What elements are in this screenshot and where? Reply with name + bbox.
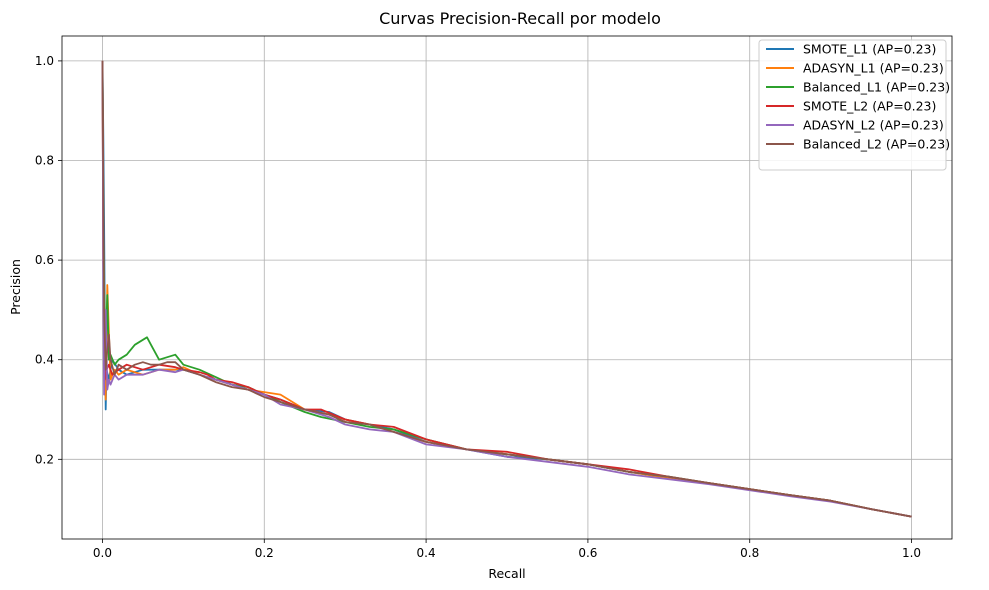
legend: SMOTE_L1 (AP=0.23) ADASYN_L1 (AP=0.23) Bal… <box>758 39 950 171</box>
legend-entry-label: SMOTE_L2 (AP=0.23) <box>803 99 936 114</box>
x-tick-label: 1.0 <box>902 546 921 560</box>
x-tick-label: 0.8 <box>740 546 759 560</box>
legend-entry-label: SMOTE_L1 (AP=0.23) <box>803 42 936 57</box>
legend-box <box>758 39 947 171</box>
y-tick-label: 0.6 <box>35 253 54 267</box>
y-axis-label: Precision <box>8 259 23 315</box>
y-axis-ticks: 0.2 0.4 0.6 0.8 1.0 <box>35 54 62 466</box>
series-line-adasyn-l1 <box>101 60 912 518</box>
y-tick-label: 0.2 <box>35 452 54 466</box>
legend-entry-label: ADASYN_L2 (AP=0.23) <box>803 118 944 133</box>
x-tick-label: 0.4 <box>417 546 436 560</box>
legend-entry-label: ADASYN_L1 (AP=0.23) <box>803 61 944 76</box>
legend-entry-label: Balanced_L2 (AP=0.23) <box>803 137 950 152</box>
x-tick-label: 0.0 <box>93 546 112 560</box>
x-axis-ticks: 0.0 0.2 0.4 0.6 0.8 1.0 <box>93 539 921 560</box>
x-tick-label: 0.6 <box>578 546 597 560</box>
series-layer <box>101 60 912 518</box>
y-tick-label: 0.8 <box>35 154 54 168</box>
y-tick-label: 0.4 <box>35 353 54 367</box>
series-line-balanced-l2 <box>101 60 912 518</box>
y-tick-label: 1.0 <box>35 54 54 68</box>
x-axis-label: Recall <box>488 566 525 581</box>
chart-title: Curvas Precision-Recall por modelo <box>379 9 661 28</box>
legend-entry-label: Balanced_L1 (AP=0.23) <box>803 80 950 95</box>
plot-frame <box>61 35 953 540</box>
x-tick-label: 0.2 <box>255 546 274 560</box>
